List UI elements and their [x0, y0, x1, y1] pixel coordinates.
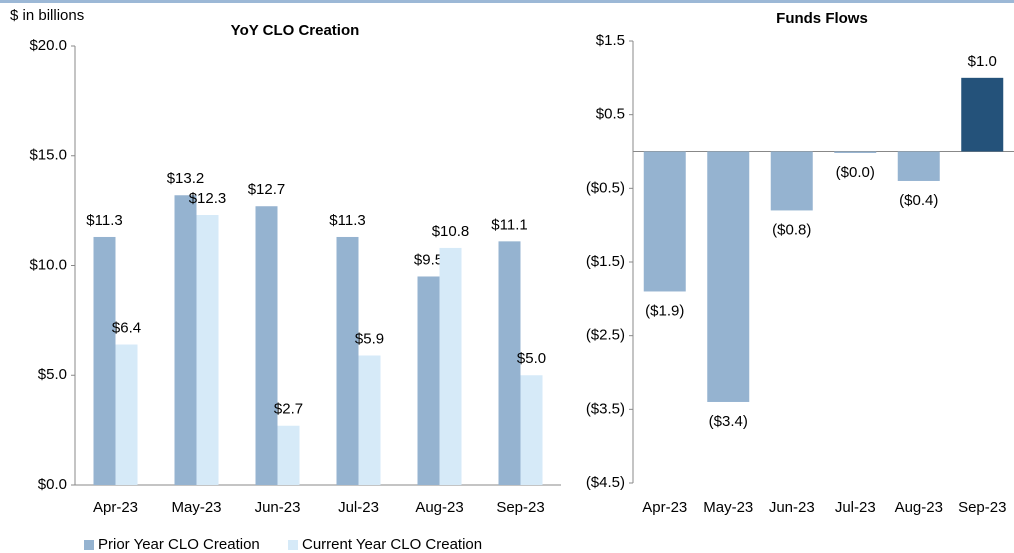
- x-tick-label: Aug-23: [895, 499, 943, 516]
- value-label: $11.3: [86, 212, 122, 229]
- bar: [115, 344, 138, 485]
- y-tick-label: ($0.5): [586, 179, 625, 196]
- chart-title: YoY CLO Creation: [231, 22, 360, 39]
- value-label: $12.3: [189, 190, 227, 207]
- bar: [498, 241, 521, 485]
- bar: [520, 375, 543, 485]
- y-tick-label: $5.0: [38, 366, 67, 383]
- value-label: $5.9: [355, 330, 384, 347]
- y-tick-label: $20.0: [29, 37, 67, 54]
- bar: [417, 276, 440, 485]
- y-tick-label: $0.0: [38, 476, 67, 493]
- bar: [707, 151, 750, 402]
- value-label: ($1.9): [645, 302, 684, 319]
- bar: [897, 151, 940, 181]
- x-tick-label: May-23: [171, 499, 221, 516]
- value-label: $1.0: [968, 53, 997, 70]
- value-label: $9.5: [414, 251, 443, 268]
- bar: [358, 355, 381, 485]
- bar: [770, 151, 813, 211]
- value-label: $13.2: [167, 170, 205, 187]
- bar: [93, 236, 116, 485]
- legend-label: Prior Year CLO Creation: [98, 536, 260, 553]
- y-tick-label: ($3.5): [586, 400, 625, 417]
- x-tick-label: Jun-23: [769, 499, 815, 516]
- x-tick-label: Jul-23: [835, 499, 876, 516]
- x-tick-label: Aug-23: [415, 499, 463, 516]
- value-label: $11.3: [329, 212, 365, 229]
- y-tick-label: $10.0: [29, 256, 67, 273]
- y-tick-label: ($4.5): [586, 474, 625, 491]
- bar: [174, 195, 197, 485]
- value-label: ($0.0): [836, 164, 875, 181]
- y-tick-label: $15.0: [29, 147, 67, 164]
- value-label: $2.7: [274, 401, 303, 418]
- bar: [255, 206, 278, 486]
- chart-title: Funds Flows: [776, 10, 868, 27]
- bar: [834, 151, 877, 153]
- bar: [277, 425, 300, 485]
- top-rule: [0, 0, 1014, 3]
- bar: [196, 215, 219, 485]
- y-tick-label: ($2.5): [586, 327, 625, 344]
- bar: [961, 77, 1004, 152]
- value-label: $11.1: [491, 216, 527, 233]
- value-label: ($3.4): [709, 413, 748, 430]
- x-tick-label: Sep-23: [958, 499, 1006, 516]
- value-label: ($0.4): [899, 192, 938, 209]
- unit-label: $ in billions: [10, 7, 84, 24]
- x-tick-label: Apr-23: [642, 499, 687, 516]
- value-label: $10.8: [432, 223, 470, 240]
- value-label: $6.4: [112, 319, 141, 336]
- value-label: $12.7: [248, 181, 286, 198]
- bar: [439, 247, 462, 485]
- value-label: ($0.8): [772, 221, 811, 238]
- y-tick-label: $1.5: [596, 32, 625, 49]
- bar: [336, 236, 359, 485]
- x-tick-label: Jul-23: [338, 499, 379, 516]
- bar: [643, 151, 686, 292]
- value-label: $5.0: [517, 350, 546, 367]
- x-tick-label: Jun-23: [255, 499, 301, 516]
- legend-label: Current Year CLO Creation: [302, 536, 482, 553]
- y-tick-label: ($1.5): [586, 253, 625, 270]
- x-tick-label: Sep-23: [496, 499, 544, 516]
- legend-swatch: [288, 540, 298, 550]
- y-tick-label: $0.5: [596, 106, 625, 123]
- x-tick-label: May-23: [703, 499, 753, 516]
- x-tick-label: Apr-23: [93, 499, 138, 516]
- legend-swatch: [84, 540, 94, 550]
